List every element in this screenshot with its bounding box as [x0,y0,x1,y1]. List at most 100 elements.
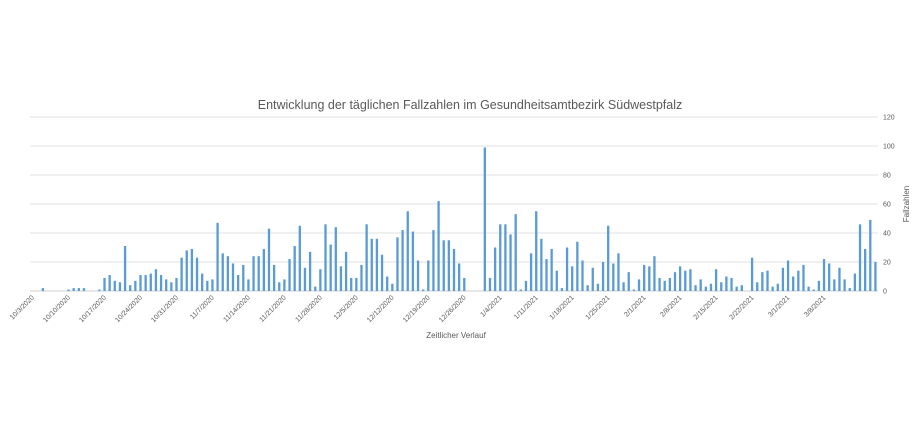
bar [190,248,194,291]
bar [139,275,142,291]
bar [493,247,497,291]
bar [704,286,707,291]
bar [355,277,358,291]
bar [709,283,713,291]
bar [41,288,44,291]
bar [822,259,826,291]
bar [714,269,718,291]
bar [144,275,147,291]
x-tick-label: 11/7/2020 [189,294,216,321]
x-tick-label: 10/10/2020 [42,294,72,324]
bar [694,285,697,291]
bar [529,253,533,291]
bar [617,253,620,291]
bar [812,289,815,291]
bar [483,147,486,291]
bar [817,280,821,291]
bar [627,272,630,291]
x-tick-label: 2/8/2021 [659,294,683,318]
y-tick-label: 20 [883,260,891,267]
bar [411,231,415,291]
gridlines [30,116,878,292]
bar [519,289,522,291]
bar [607,225,610,291]
x-tick-label: 2/15/2021 [693,294,720,321]
bar [206,280,209,291]
bar [427,260,430,291]
bar [154,269,158,291]
bar [185,250,188,291]
bar [601,262,605,291]
bar [673,272,677,291]
bar [422,289,425,291]
bar [504,224,507,291]
bar [499,224,502,291]
y-tick-label: 60 [883,202,891,209]
bar [802,264,805,291]
bar [786,260,790,291]
bar [853,273,857,291]
bar [216,222,219,291]
y-tick-label: 40 [883,231,891,238]
bar [586,285,589,291]
x-tick-label: 10/3/2020 [9,294,36,321]
bar [838,267,841,291]
x-tick-label: 3/1/2021 [767,294,791,318]
bar [874,262,877,291]
bar [756,282,759,291]
x-tick-label: 10/17/2020 [78,294,108,324]
bar [231,263,235,291]
bar [82,288,86,291]
bar [730,277,733,291]
bar [170,282,173,291]
bar [375,238,379,291]
bar [134,280,137,291]
bar [488,277,492,291]
bar [596,283,600,291]
bar [689,269,692,291]
y-tick-label: 80 [883,173,891,180]
x-tick-label: 1/4/2021 [479,294,503,318]
bar [648,266,651,291]
bar [869,219,872,291]
y-tick-label: 120 [883,115,895,122]
bar [699,279,702,291]
x-axis-label: Zeitlicher Verlauf [426,331,486,340]
bar [576,241,579,291]
bar [766,270,769,291]
x-tick-label: 1/18/2021 [549,294,576,321]
bar [540,238,543,291]
bar [360,264,363,291]
x-tick-label: 3/8/2021 [803,294,827,318]
x-tick-label: 10/31/2020 [150,294,180,324]
bar [308,251,312,291]
bar [555,270,558,291]
bar [843,279,846,291]
bar [113,280,116,291]
bar [242,264,245,291]
y-axis-label: Fallzahlen [902,186,911,222]
bar [612,263,615,291]
bar [303,267,307,291]
bar [272,264,276,291]
bar [432,230,435,291]
bar [252,256,255,291]
bar [165,279,168,291]
bar [771,286,774,291]
x-tick-label: 12/12/2020 [366,294,396,324]
x-tick-label: 12/19/2020 [402,294,432,324]
bar [293,246,296,291]
bar [643,264,646,291]
bar [457,263,461,291]
bar [653,256,656,291]
x-tick-label: 12/5/2020 [333,294,360,321]
bar [571,266,574,291]
bar [663,280,666,291]
bar [720,282,723,291]
bar [77,288,80,291]
bar [632,289,636,291]
bar [236,275,240,291]
bar [509,234,512,291]
bar [149,273,152,291]
